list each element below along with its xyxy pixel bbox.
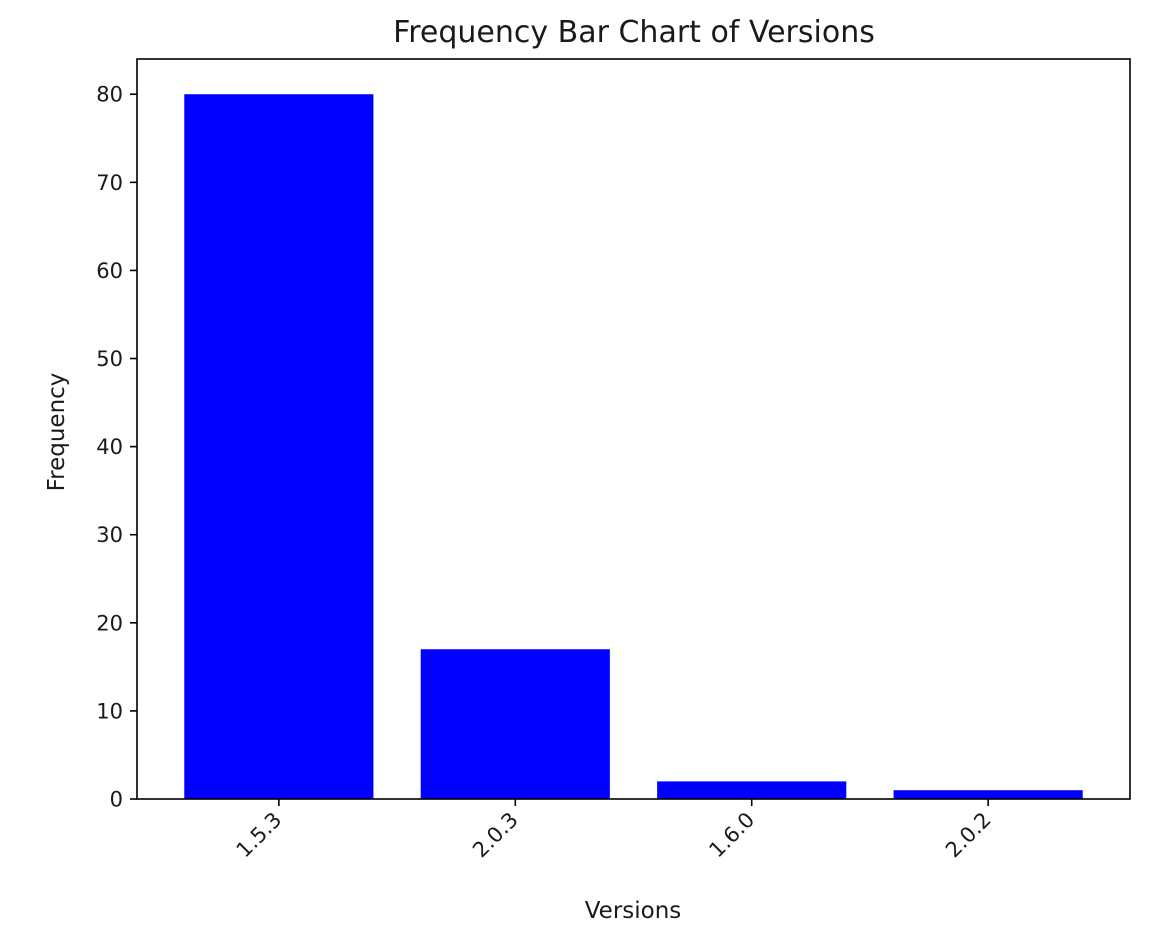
y-tick-label: 60 [96, 259, 123, 283]
y-tick-label: 10 [96, 699, 123, 723]
bar-1-6-0 [657, 781, 847, 799]
y-tick-label: 80 [96, 83, 123, 107]
x-axis-label: Versions [585, 898, 682, 924]
bars-group [184, 94, 1083, 799]
chart-title: Frequency Bar Chart of Versions [393, 15, 875, 50]
y-tick-label: 70 [96, 171, 123, 195]
y-tick-label: 50 [96, 347, 123, 371]
bar-1-5-3 [184, 94, 374, 799]
bar-2-0-2 [893, 790, 1083, 799]
y-tick-label: 40 [96, 435, 123, 459]
y-axis-ticks: 0 10 20 30 40 50 60 70 80 [96, 83, 137, 812]
y-tick-label: 0 [110, 788, 123, 812]
y-tick-label: 30 [96, 523, 123, 547]
y-axis-label: Frequency [44, 373, 70, 492]
plot-area-frame [136, 58, 1131, 800]
y-tick-label: 20 [96, 611, 123, 635]
bar-2-0-3 [420, 649, 610, 799]
